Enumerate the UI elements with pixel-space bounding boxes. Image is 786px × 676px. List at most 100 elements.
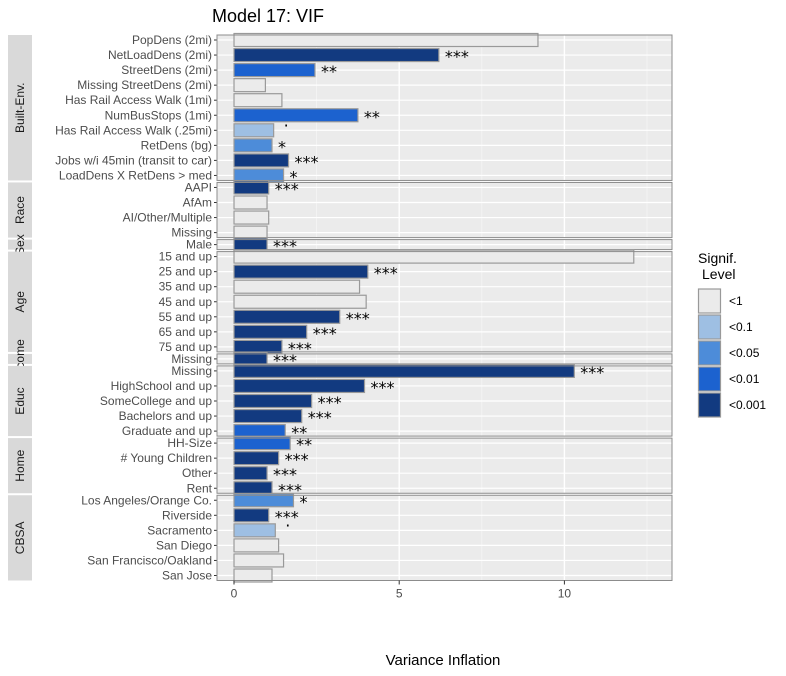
significance-label: *** <box>580 363 604 382</box>
bar-built-env-jobs-w-i-45min-transit-to-car <box>233 153 290 168</box>
significance-label: *** <box>275 507 299 526</box>
significance-label: *** <box>285 450 309 469</box>
legend-label-2: <0.05 <box>729 346 760 360</box>
category-label-55-and-up: 55 and up <box>159 310 213 324</box>
significance-label: *** <box>308 408 332 427</box>
category-label-san-diego: San Diego <box>156 538 212 552</box>
category-label-graduate-and-up: Graduate and up <box>122 424 212 438</box>
category-label-los-angeles-orange-co: Los Angeles/Orange Co. <box>81 493 212 507</box>
significance-label: . <box>284 111 289 130</box>
category-label-has-rail-access-walk-25mi: Has Rail Access Walk (.25mi) <box>55 123 212 137</box>
panel-background <box>217 495 672 581</box>
panel-border <box>216 34 673 181</box>
significance-label: . <box>285 511 290 530</box>
legend-label-0: <1 <box>729 294 743 308</box>
significance-label: *** <box>288 339 312 358</box>
significance-label: *** <box>371 378 395 397</box>
category-label-missing: Missing <box>171 352 212 366</box>
significance-label: ** <box>291 423 307 442</box>
category-label-15-and-up: 15 and up <box>159 250 213 264</box>
x-axis: 0 5 10 <box>231 580 572 601</box>
bar-age-45-and-up <box>233 294 367 309</box>
bar-educ-somecollege-and-up <box>233 393 313 409</box>
legend-key-2 <box>697 340 722 366</box>
bar-home-young-children <box>233 451 280 466</box>
category-label-other: Other <box>182 466 212 480</box>
category-label-somecollege-and-up: SomeCollege and up <box>100 394 212 408</box>
category-label-sacramento: Sacramento <box>147 523 212 537</box>
category-label-missing: Missing <box>171 226 212 240</box>
bar-cbsa-san-diego <box>233 538 280 553</box>
category-label-highschool-and-up: HighSchool and up <box>111 379 213 393</box>
panel-border <box>216 251 673 353</box>
bar-home-other <box>233 466 268 481</box>
strip-label-home: Home <box>13 449 27 481</box>
significance-label: *** <box>295 152 319 171</box>
category-label-65-and-up: 65 and up <box>159 325 213 339</box>
strip-label-cbsa: CBSA <box>13 522 27 555</box>
category-label-45-and-up: 45 and up <box>159 295 213 309</box>
category-label-35-and-up: 35 and up <box>159 280 213 294</box>
significance-label: * <box>278 137 286 156</box>
strip-cbsa <box>8 495 32 581</box>
category-label-75-and-up: 75 and up <box>159 340 213 354</box>
chart-title: Model 17: VIF <box>212 6 324 26</box>
significance-label: *** <box>445 47 469 66</box>
bar-race-afam <box>233 195 268 210</box>
significance-label: * <box>299 492 307 511</box>
bar-built-env-streetdens-2mi <box>233 62 316 78</box>
strip-label-sex: Sex <box>13 234 27 255</box>
strip-built-env <box>8 35 32 181</box>
bar-age-65-and-up <box>233 324 308 339</box>
category-label-missing-streetdens-2mi: Missing StreetDens (2mi) <box>77 78 212 92</box>
category-label-aapi: AAPI <box>185 180 212 194</box>
strip-age <box>8 251 32 352</box>
legend-title: Signif. <box>698 250 737 266</box>
category-label-san-jose: San Jose <box>162 569 212 583</box>
category-label-missing: Missing <box>171 364 212 378</box>
panel-border <box>216 494 673 581</box>
significance-label: *** <box>374 264 398 283</box>
panel-border <box>216 365 673 437</box>
category-label-riverside: Riverside <box>162 508 212 522</box>
legend-label-3: <0.01 <box>729 372 760 386</box>
category-label-hh-size: HH-Size <box>167 436 212 450</box>
panel-border <box>216 437 673 494</box>
panel-border <box>216 181 673 239</box>
strip-educ <box>8 365 32 437</box>
category-label-popdens-2mi: PopDens (2mi) <box>132 33 212 47</box>
strip-home <box>8 438 32 494</box>
category-label-netloaddens-2mi: NetLoadDens (2mi) <box>108 48 212 62</box>
significance-label: *** <box>346 309 370 328</box>
bar-race-aapi <box>233 180 270 195</box>
bar-race-ai-other-multiple <box>233 210 270 225</box>
bar-cbsa-sacramento <box>233 523 276 538</box>
legend: Signif.Level <1 <0.1 <0.05 <0.01 <0.001 <box>697 250 766 418</box>
category-label-streetdens-2mi: StreetDens (2mi) <box>121 63 212 77</box>
category-label-ai-other-multiple: AI/Other/Multiple <box>123 211 213 225</box>
legend-key-4 <box>697 392 722 418</box>
category-label-afam: AfAm <box>183 196 212 210</box>
bar-age-35-and-up <box>233 279 361 294</box>
strip-income <box>8 353 32 364</box>
significance-label: *** <box>273 465 297 484</box>
facet-cbsa: Los Angeles/Orange Co. * Riverside *** Sacra… <box>8 492 673 583</box>
x-tick-label: 0 <box>231 587 238 601</box>
significance-label: ** <box>321 62 337 81</box>
category-label-jobs-w-i-45min-transit-to-car: Jobs w/i 45min (transit to car) <box>55 153 212 167</box>
category-label-numbusstops-1mi: NumBusStops (1mi) <box>105 108 212 122</box>
x-axis-title: Variance Inflation <box>386 652 501 669</box>
bar-home-hh-size <box>233 436 291 451</box>
bar-built-env-missing-streetdens-2mi <box>233 78 266 93</box>
legend-key-3 <box>697 366 722 392</box>
category-label-rent: Rent <box>187 481 213 495</box>
significance-label: ** <box>296 435 312 454</box>
bar-built-env-has-rail-access-walk-1mi <box>233 93 283 108</box>
x-tick-label: 10 <box>558 587 572 601</box>
bar-built-env-numbusstops-1mi <box>233 108 359 123</box>
strip-label-built-env: Built-Env. <box>13 82 27 132</box>
bar-built-env-popdens-2mi <box>233 32 539 48</box>
significance-label: ** <box>364 107 380 126</box>
